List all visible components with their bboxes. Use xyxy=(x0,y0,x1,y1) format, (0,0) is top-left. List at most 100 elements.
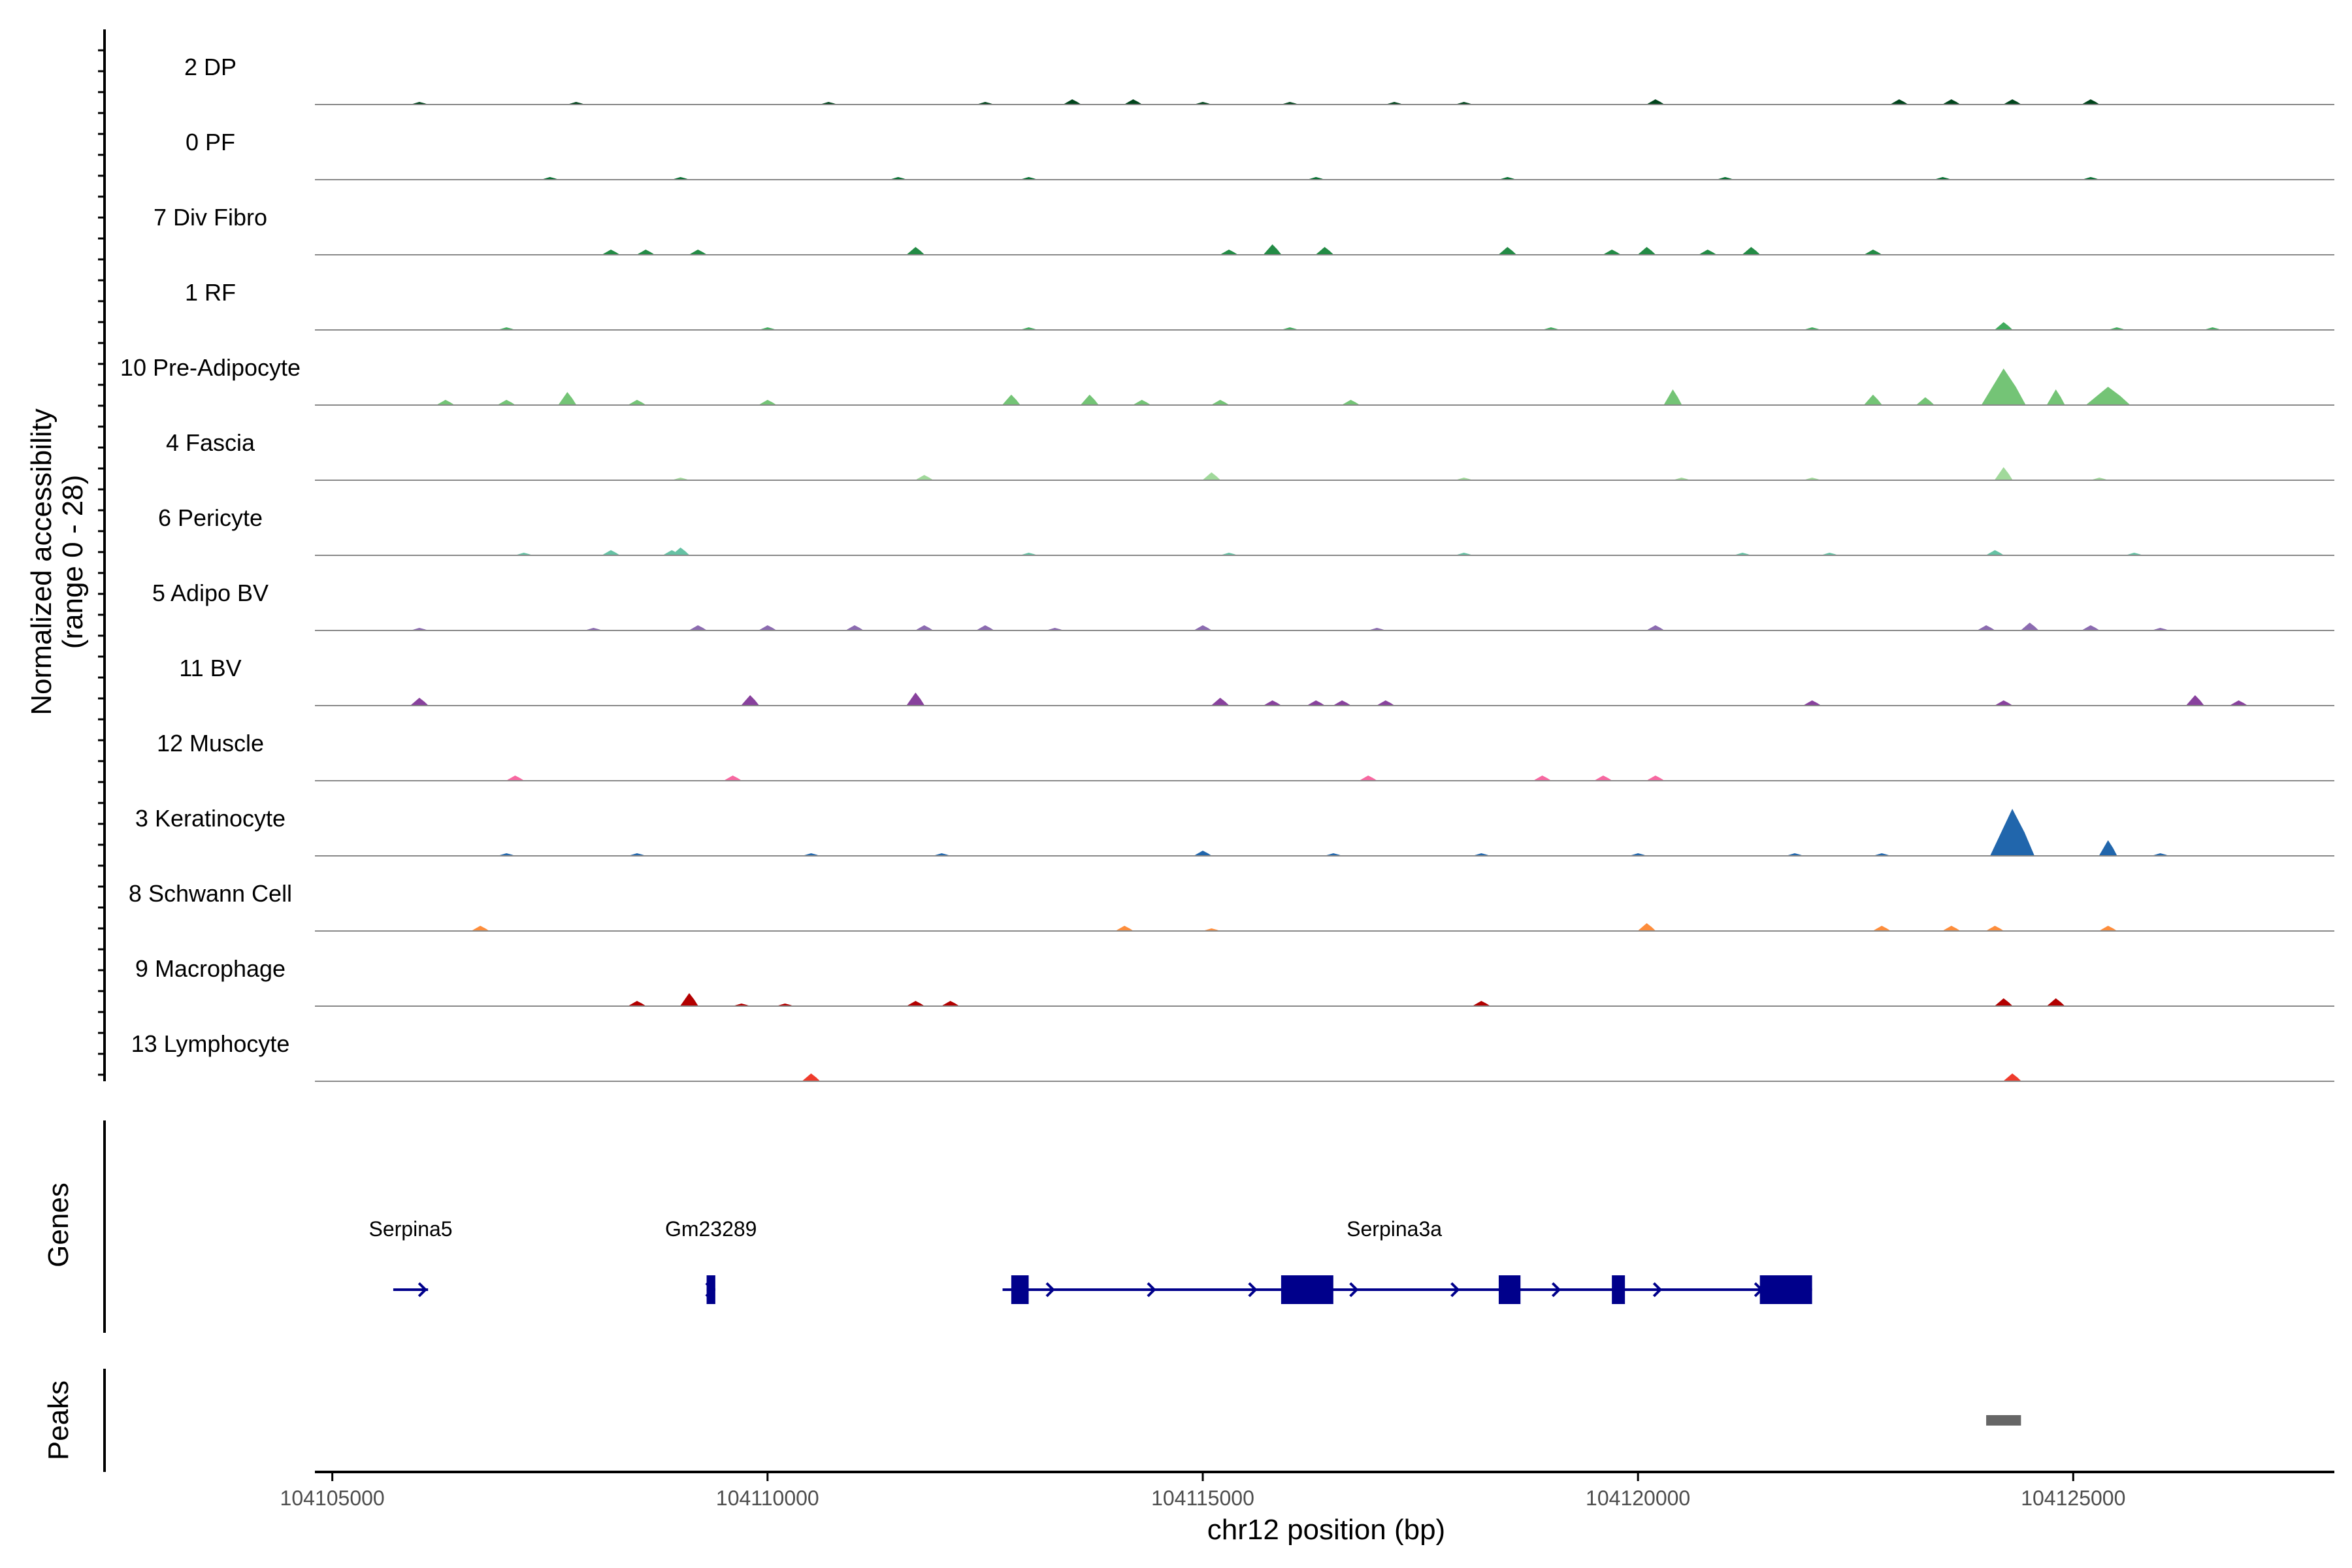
coverage-peak xyxy=(1603,250,1622,255)
track-label: 6 Pericyte xyxy=(158,504,263,531)
exon-block xyxy=(1498,1275,1521,1304)
track-label: 8 Schwann Cell xyxy=(129,880,292,907)
coverage-peak xyxy=(1916,397,1935,405)
coverage-peak xyxy=(601,550,620,555)
strand-arrow xyxy=(1147,1282,1156,1298)
exon-block xyxy=(1612,1275,1625,1304)
coverage-peak xyxy=(741,695,760,706)
coverage-peak xyxy=(1637,247,1656,255)
coverage-peak xyxy=(1994,700,2013,706)
exon-block xyxy=(706,1275,715,1304)
coverage-peak xyxy=(1981,368,2026,405)
coverage-peak xyxy=(1124,99,1143,105)
coverage-peak xyxy=(1307,700,1326,706)
gene-label: Gm23289 xyxy=(665,1217,757,1241)
track-label: 2 DP xyxy=(184,54,237,80)
exon-block xyxy=(1011,1275,1029,1304)
track-label: 1 RF xyxy=(185,279,236,306)
x-axis-ticks: 104105000 104110000 104115000 104120000 1041… xyxy=(280,1472,2125,1510)
coverage-peak xyxy=(915,625,934,630)
track-3-keratinocyte: 3 Keratinocyte xyxy=(135,805,2334,857)
gene-gm23289: Gm23289 xyxy=(665,1217,757,1304)
strand-arrow xyxy=(1551,1282,1561,1298)
exon-block xyxy=(1281,1275,1333,1304)
coverage-peak xyxy=(1863,395,1882,405)
coverage-peak xyxy=(558,392,577,405)
track-12-muscle: 12 Muscle xyxy=(157,730,2334,781)
coverage-peak xyxy=(2229,700,2248,706)
coverage-peak xyxy=(1663,389,1682,405)
track-label: 3 Keratinocyte xyxy=(135,805,286,832)
coverage-peak xyxy=(2099,840,2117,856)
coverage-peak xyxy=(975,625,994,630)
strand-arrow xyxy=(1652,1282,1663,1298)
coverage-peak xyxy=(1202,472,1221,480)
coverage-peak xyxy=(2085,387,2131,405)
coverage-peak xyxy=(679,993,698,1006)
gene-label: Serpina3a xyxy=(1347,1217,1442,1241)
track-5-adipo-bv: 5 Adipo BV xyxy=(152,580,2334,631)
coverage-peak xyxy=(671,547,690,555)
coverage-peak xyxy=(627,400,646,405)
coverage-peak xyxy=(1977,625,1996,630)
x-axis-title: chr12 position (bp) xyxy=(1207,1514,1445,1546)
track-2-dp: 2 DP xyxy=(184,54,2334,105)
track-label: 10 Pre-Adipocyte xyxy=(120,354,301,381)
coverage-peak xyxy=(758,400,777,405)
coverage-peak xyxy=(2046,998,2065,1006)
coverage-peak xyxy=(1315,247,1334,255)
coverage-peak xyxy=(2185,695,2204,706)
coverage-peak xyxy=(1498,247,1517,255)
peaks-panel-label: Peaks xyxy=(42,1380,74,1460)
coverage-peak xyxy=(601,250,620,255)
x-tick-label: 104125000 xyxy=(2021,1486,2125,1510)
coverage-peak xyxy=(1376,700,1395,706)
coverage-peak xyxy=(1263,244,1282,255)
coverage-peak xyxy=(906,693,925,706)
track-label: 12 Muscle xyxy=(157,730,264,757)
track-1-rf: 1 RF xyxy=(185,279,2334,331)
coverage-peak xyxy=(1742,247,1761,255)
coverage-peak xyxy=(506,776,525,781)
coverage-peak xyxy=(1985,550,2004,555)
coverage-peak xyxy=(2081,625,2100,630)
coverage-peak xyxy=(1193,851,1212,856)
coverage-peak xyxy=(1063,99,1082,105)
y-axis-label-line1: Normalized accessibility xyxy=(25,408,57,715)
coverage-peak xyxy=(1698,250,1717,255)
strand-arrow xyxy=(1450,1282,1460,1298)
coverage-peak xyxy=(1193,625,1212,630)
coverage-peak xyxy=(2081,99,2100,105)
coverage-peak xyxy=(2020,623,2039,630)
coverage-peak xyxy=(627,1001,646,1006)
coverage-peak xyxy=(1472,1001,1491,1006)
strand-arrow xyxy=(1045,1282,1055,1298)
strand-arrow xyxy=(1349,1282,1359,1298)
track-label: 9 Macrophage xyxy=(135,955,286,982)
coverage-peak xyxy=(1637,923,1656,931)
coverage-peak xyxy=(802,1073,821,1081)
coverage-peak xyxy=(1994,322,2013,330)
track-0-pf: 0 PF xyxy=(186,129,2334,180)
coverage-peak xyxy=(1333,700,1352,706)
coverage-peak xyxy=(689,250,708,255)
coverage-peak xyxy=(497,400,516,405)
coverage-peak xyxy=(1985,926,2004,931)
coverage-peak xyxy=(1994,467,2013,480)
coverage-peak xyxy=(1872,926,1891,931)
gene-annotation-track: Serpina5 Gm23289 Serpina3a xyxy=(369,1217,1812,1304)
gene-serpina3a: Serpina3a xyxy=(1002,1217,1812,1304)
y-axis-ticks xyxy=(98,49,105,1076)
coverage-peak xyxy=(845,625,864,630)
coverage-peak xyxy=(723,776,742,781)
track-9-macrophage: 9 Macrophage xyxy=(135,955,2334,1007)
coverage-peak xyxy=(2099,926,2117,931)
coverage-peak xyxy=(1080,395,1099,405)
peak-region-track xyxy=(1986,1415,2021,1426)
track-label: 7 Div Fibro xyxy=(154,204,267,231)
coverage-peak xyxy=(410,698,429,706)
coverage-peak xyxy=(1593,776,1612,781)
coverage-peak xyxy=(915,475,934,480)
coverage-peak xyxy=(1646,625,1665,630)
